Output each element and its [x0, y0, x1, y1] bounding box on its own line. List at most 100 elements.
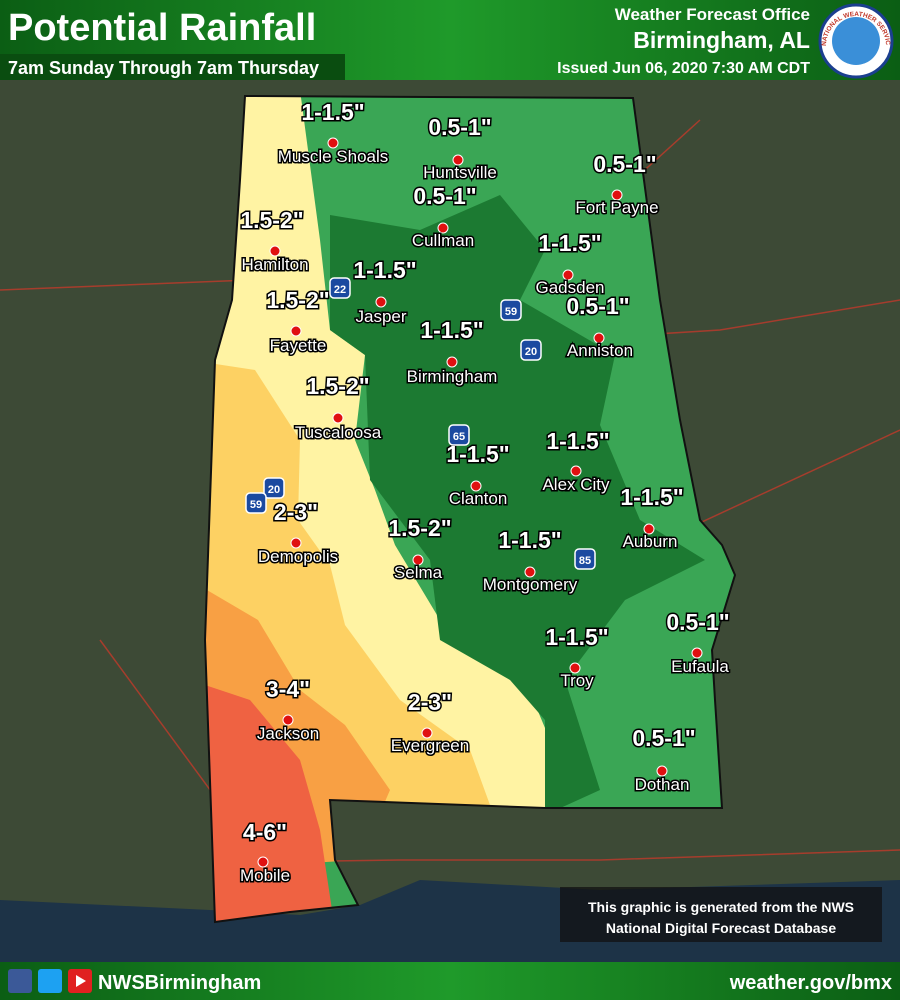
city-dot [446, 356, 458, 368]
city-dot [611, 189, 623, 201]
city-name: Jasper [355, 307, 406, 326]
city-name: Mobile [240, 866, 290, 885]
interstate-number: 65 [453, 431, 465, 443]
city-dot [437, 222, 449, 234]
rainfall-amount: 1-1.5" [420, 317, 483, 343]
city-name: Anniston [567, 341, 633, 360]
city-dot [470, 480, 482, 492]
interstate-number: 20 [268, 484, 280, 496]
office: Weather Forecast Office [615, 5, 810, 24]
city-name: Birmingham [407, 367, 498, 386]
rainfall-amount: 1-1.5" [498, 527, 561, 553]
youtube-play [76, 975, 86, 987]
subtitle-bar [0, 54, 345, 80]
rainfall-amount: 2-3" [408, 689, 452, 715]
zone-red [205, 680, 335, 922]
city-dot [332, 412, 344, 424]
city-dot [691, 647, 703, 659]
footer-bar [0, 962, 900, 1000]
twitter-icon[interactable] [38, 969, 62, 993]
rainfall-amount: 1.5-2" [306, 373, 369, 399]
city-dot [327, 137, 339, 149]
city-dot [452, 154, 464, 166]
note-box [560, 887, 882, 942]
city-name: Alex City [542, 475, 610, 494]
social-handle[interactable]: NWSBirmingham [98, 972, 261, 994]
city-name: Auburn [623, 532, 678, 551]
city-dot [570, 465, 582, 477]
interstate-number: 20 [525, 346, 537, 358]
title: Potential Rainfall [8, 7, 316, 49]
note-line: This graphic is generated from the NWS [588, 899, 854, 915]
city-dot [562, 269, 574, 281]
city-name: Selma [394, 563, 443, 582]
issued: Issued Jun 06, 2020 7:30 AM CDT [557, 60, 810, 77]
interstate-shield [329, 277, 351, 299]
rainfall-amount: 1.5-2" [266, 287, 329, 313]
rainfall-amount: 0.5-1" [566, 293, 629, 319]
facebook-icon[interactable] [8, 969, 32, 993]
city-dot [412, 554, 424, 566]
interstate-number: 59 [250, 499, 262, 511]
interstate-shield [574, 548, 596, 570]
city-name: Jackson [257, 724, 319, 743]
city-name: Cullman [412, 231, 474, 250]
state-outline [203, 94, 737, 924]
interstate-number: 59 [505, 306, 517, 318]
city-name: Fort Payne [575, 198, 658, 217]
city-dot [282, 714, 294, 726]
subtitle: 7am Sunday Through 7am Thursday [8, 58, 319, 78]
nws-logo-inner [832, 17, 880, 65]
city-dot [569, 662, 581, 674]
rainfall-amount: 1-1.5" [546, 428, 609, 454]
note-line: National Digital Forecast Database [606, 920, 837, 936]
rainfall-amount: 0.5-1" [428, 114, 491, 140]
city-dot [643, 523, 655, 535]
city-name: Clanton [449, 489, 508, 508]
rainfall-amount: 1-1.5" [353, 257, 416, 283]
city-name: Hamilton [241, 255, 308, 274]
rainfall-amount: 0.5-1" [666, 609, 729, 635]
city-dot [593, 332, 605, 344]
city-name: Dothan [635, 775, 690, 794]
rainfall-amount: 0.5-1" [413, 183, 476, 209]
interstate-shield [520, 339, 542, 361]
rainfall-amount: 1-1.5" [545, 624, 608, 650]
rainfall-amount: 1-1.5" [301, 99, 364, 125]
city-name: Muscle Shoals [278, 147, 389, 166]
city-dot [421, 727, 433, 739]
city-dot [257, 856, 269, 868]
interstate-shield [500, 299, 522, 321]
city-name: Gadsden [536, 278, 605, 297]
zone-dark-green [330, 195, 705, 815]
city-dot [656, 765, 668, 777]
rainfall-amount: 2-3" [274, 499, 318, 525]
rainfall-amount: 1.5-2" [240, 207, 303, 233]
city-dot [524, 566, 536, 578]
city-name: Montgomery [483, 575, 578, 594]
interstate-number: 22 [334, 284, 346, 296]
rainfall-amount: 0.5-1" [632, 725, 695, 751]
city-name: Huntsville [423, 163, 497, 182]
city-dot [290, 537, 302, 549]
rainfall-amount: 4-6" [243, 819, 287, 845]
location: Birmingham, AL [633, 27, 810, 53]
interstate-shield [263, 477, 285, 499]
city-name: Fayette [270, 336, 327, 355]
city-name: Troy [560, 671, 594, 690]
rainfall-amount: 1-1.5" [538, 230, 601, 256]
rainfall-amount: 3-4" [266, 676, 310, 702]
rainfall-amount: 1-1.5" [620, 484, 683, 510]
city-name: Eufaula [671, 657, 729, 676]
interstate-shield [448, 424, 470, 446]
city-dot [269, 245, 281, 257]
interstate-shield [245, 492, 267, 514]
city-dot [290, 325, 302, 337]
website-url[interactable]: weather.gov/bmx [729, 972, 892, 994]
city-dot [375, 296, 387, 308]
city-name: Demopolis [258, 547, 338, 566]
interstate-number: 85 [579, 555, 591, 567]
rainfall-amount: 0.5-1" [593, 151, 656, 177]
city-name: Tuscaloosa [295, 423, 382, 442]
